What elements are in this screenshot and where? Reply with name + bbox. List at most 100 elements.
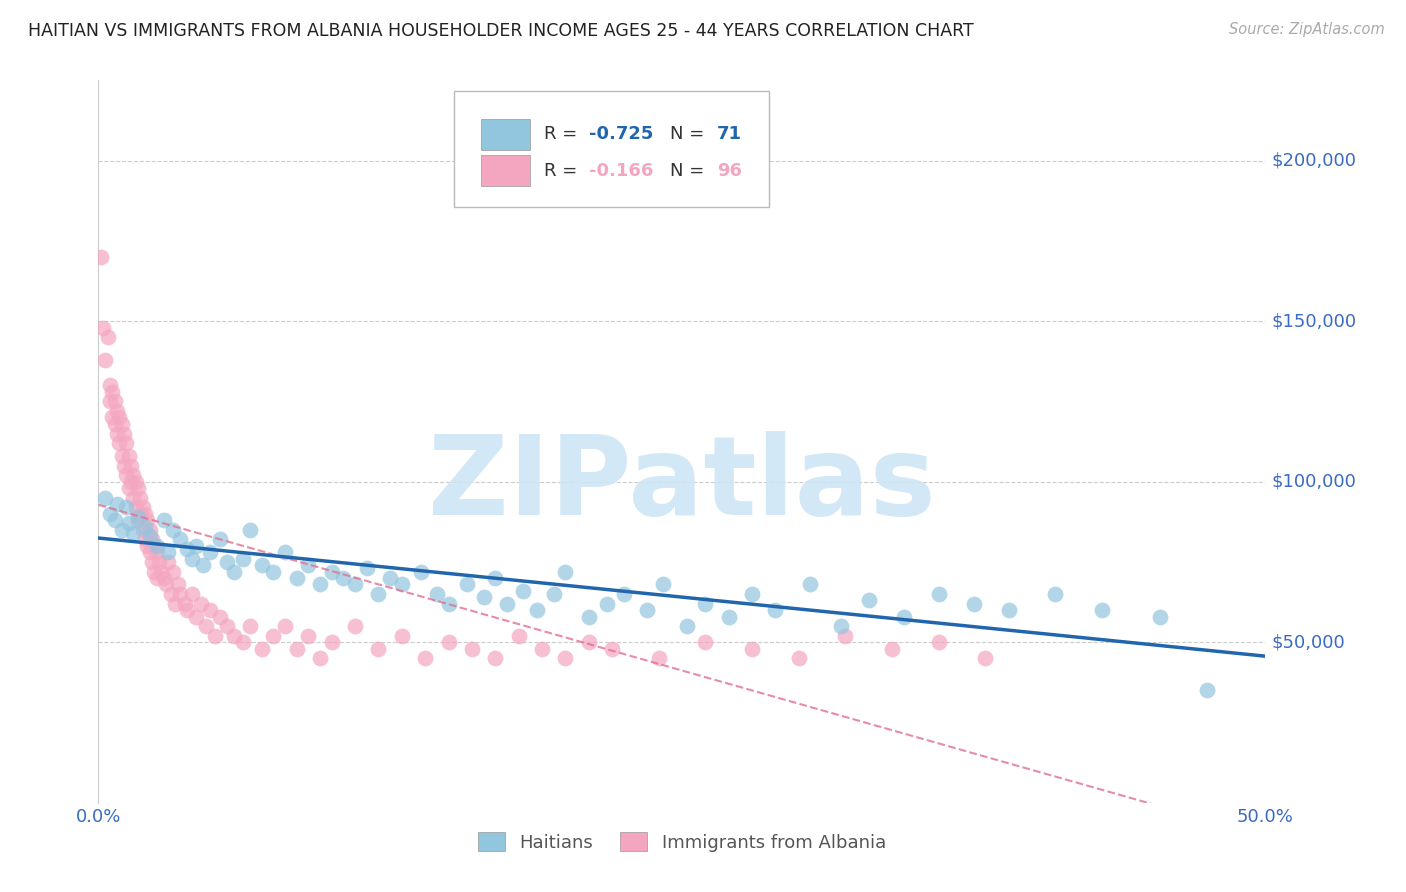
Point	[367, 641, 389, 656]
Point	[344, 619, 367, 633]
Point	[893, 609, 915, 624]
Point	[239, 523, 262, 537]
Point	[834, 629, 856, 643]
Point	[880, 641, 903, 656]
Point	[186, 609, 208, 624]
Point	[356, 561, 378, 575]
Point	[232, 635, 254, 649]
Point	[98, 378, 121, 392]
Text: N =: N =	[671, 126, 710, 144]
FancyBboxPatch shape	[481, 155, 530, 186]
FancyBboxPatch shape	[481, 120, 530, 150]
Point	[157, 545, 180, 559]
Point	[461, 641, 484, 656]
Point	[112, 458, 135, 473]
Point	[111, 417, 134, 431]
Point	[115, 500, 138, 515]
Point	[105, 404, 128, 418]
Point	[162, 523, 184, 537]
Point	[437, 597, 460, 611]
Point	[928, 587, 950, 601]
Point	[344, 577, 367, 591]
Point	[105, 426, 128, 441]
Point	[94, 352, 117, 367]
Point	[104, 417, 127, 431]
Point	[98, 507, 121, 521]
Point	[165, 597, 187, 611]
Point	[858, 593, 880, 607]
Point	[115, 468, 138, 483]
Point	[146, 539, 169, 553]
Point	[125, 475, 148, 489]
Point	[204, 629, 226, 643]
Point	[141, 555, 163, 569]
Text: N =: N =	[671, 161, 710, 179]
Point	[239, 619, 262, 633]
Point	[437, 635, 460, 649]
Point	[695, 597, 717, 611]
Point	[134, 519, 156, 533]
Point	[125, 500, 148, 515]
Point	[134, 533, 156, 547]
Point	[309, 577, 332, 591]
Point	[962, 597, 984, 611]
Point	[297, 558, 319, 573]
Point	[90, 250, 112, 264]
Point	[1149, 609, 1171, 624]
Point	[146, 571, 169, 585]
Point	[173, 597, 195, 611]
Point	[94, 491, 117, 505]
Point	[215, 619, 238, 633]
Point	[554, 565, 576, 579]
Point	[166, 577, 188, 591]
Point	[129, 507, 152, 521]
Point	[200, 603, 222, 617]
Point	[136, 513, 159, 527]
Point	[717, 609, 740, 624]
Legend: Haitians, Immigrants from Albania: Haitians, Immigrants from Albania	[471, 825, 893, 859]
Point	[157, 555, 180, 569]
Point	[91, 320, 114, 334]
Point	[426, 587, 449, 601]
Point	[152, 513, 174, 527]
Point	[122, 491, 145, 505]
Point	[120, 475, 142, 489]
Point	[600, 641, 623, 656]
Point	[101, 410, 124, 425]
Point	[101, 384, 124, 399]
Point	[309, 651, 332, 665]
Point	[143, 565, 166, 579]
Text: $200,000: $200,000	[1271, 152, 1357, 169]
Point	[675, 619, 697, 633]
Point	[111, 449, 134, 463]
Point	[554, 651, 576, 665]
Point	[763, 603, 786, 617]
Point	[652, 577, 675, 591]
Point	[112, 426, 135, 441]
Point	[118, 516, 141, 531]
Point	[176, 542, 198, 557]
Point	[409, 565, 432, 579]
Text: -0.725: -0.725	[589, 126, 652, 144]
Point	[250, 558, 273, 573]
Point	[799, 577, 821, 591]
Point	[208, 533, 231, 547]
Text: 96: 96	[717, 161, 742, 179]
Point	[636, 603, 658, 617]
Text: R =: R =	[544, 161, 583, 179]
Point	[695, 635, 717, 649]
Point	[159, 587, 181, 601]
Point	[741, 641, 763, 656]
Point	[97, 330, 120, 344]
Point	[104, 394, 127, 409]
Point	[928, 635, 950, 649]
Point	[578, 609, 600, 624]
Point	[148, 555, 170, 569]
Point	[139, 529, 162, 543]
Point	[512, 583, 534, 598]
Point	[285, 641, 308, 656]
Text: HAITIAN VS IMMIGRANTS FROM ALBANIA HOUSEHOLDER INCOME AGES 25 - 44 YEARS CORRELA: HAITIAN VS IMMIGRANTS FROM ALBANIA HOUSE…	[28, 22, 974, 40]
Point	[997, 603, 1019, 617]
Point	[122, 468, 145, 483]
Text: $50,000: $50,000	[1271, 633, 1346, 651]
